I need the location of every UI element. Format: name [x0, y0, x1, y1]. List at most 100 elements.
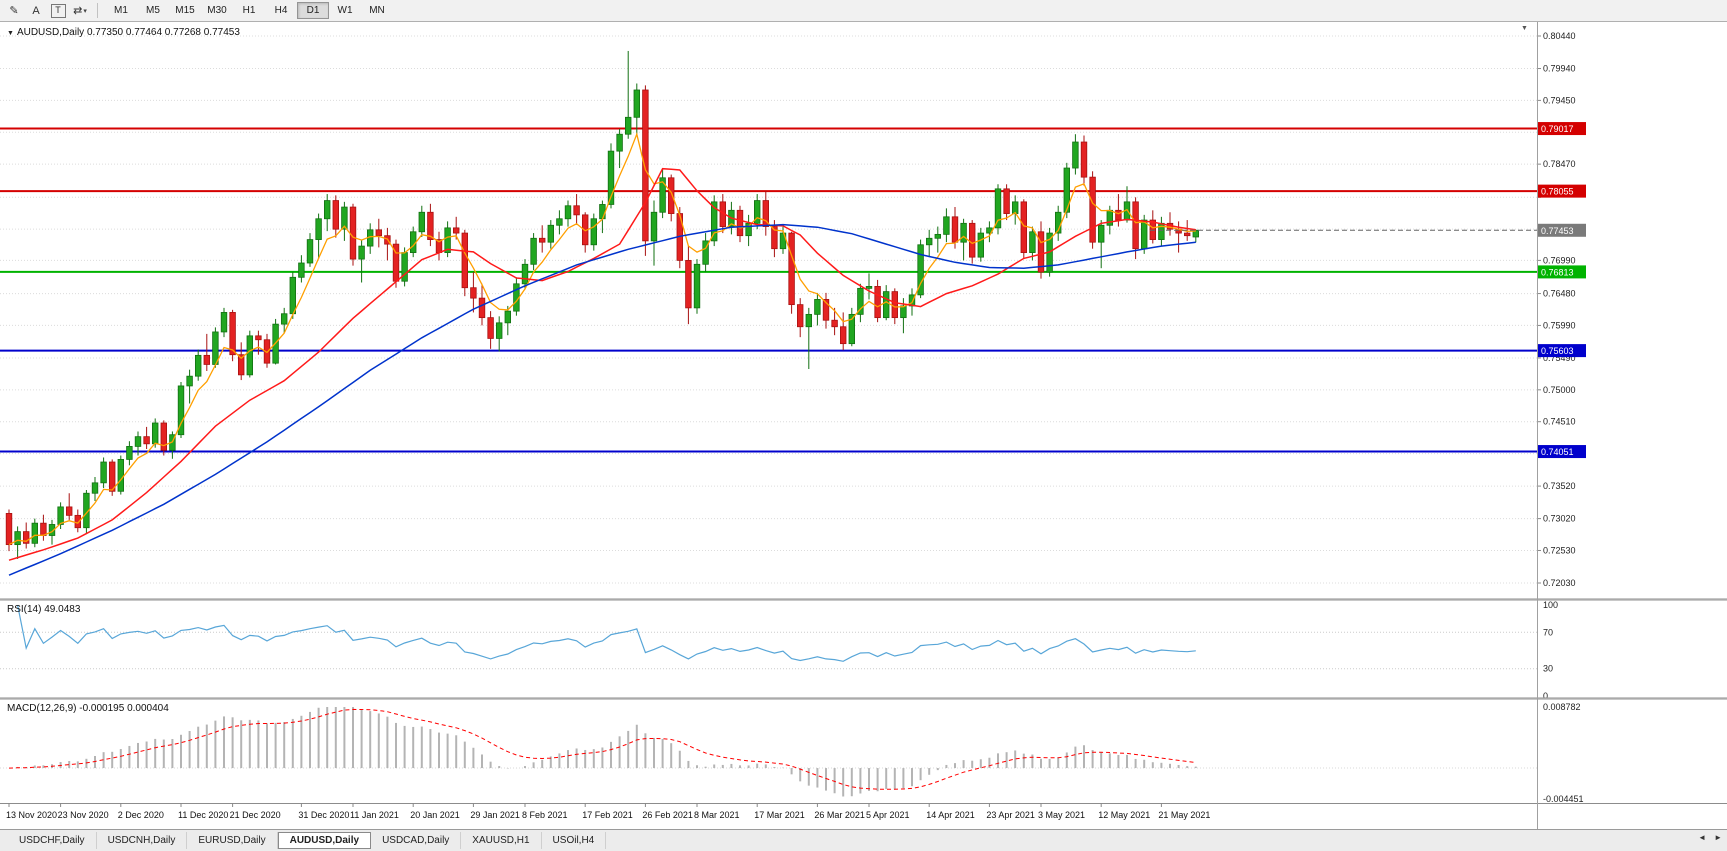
svg-text:8 Mar 2021: 8 Mar 2021 — [694, 810, 740, 820]
chart-symbol-label: AUDUSD,Daily — [16, 27, 85, 38]
cursor-arrows-icon: ⇄ — [73, 5, 83, 17]
svg-text:0.79017: 0.79017 — [1541, 124, 1574, 134]
macd-histogram — [16, 707, 1197, 797]
time-axis — [8, 803, 1162, 807]
svg-text:8 Feb 2021: 8 Feb 2021 — [522, 810, 568, 820]
svg-text:0.75990: 0.75990 — [1543, 320, 1576, 330]
price-grid — [0, 35, 1541, 584]
text-frame-tool-button[interactable]: T — [48, 2, 68, 20]
timeframe-h1-button[interactable]: H1 — [242, 5, 256, 16]
svg-text:29 Jan 2021: 29 Jan 2021 — [470, 810, 520, 820]
chart-corner-arrow-icon[interactable]: ▼ — [1521, 25, 1528, 32]
svg-text:30: 30 — [1543, 664, 1553, 674]
chart-tab-usoil-h4[interactable]: USOil,H4 — [542, 832, 607, 849]
timeframe-mn-button[interactable]: MN — [369, 5, 385, 16]
svg-text:0.75000: 0.75000 — [1543, 385, 1576, 395]
timeframe-m15-button[interactable]: M15 — [175, 5, 195, 16]
svg-text:0.74051: 0.74051 — [1541, 447, 1574, 457]
svg-text:0.73520: 0.73520 — [1543, 481, 1576, 491]
price-tag-0.79017: 0.79017 — [1538, 122, 1586, 136]
svg-text:0.76813: 0.76813 — [1541, 267, 1574, 277]
draw-tool-icon[interactable]: ✎ — [9, 5, 19, 17]
tab-scroll-left-button[interactable]: ◄ — [1698, 833, 1707, 842]
price-tag-0.76813: 0.76813 — [1538, 265, 1586, 279]
chart-ohlc-label: ▼ AUDUSD,Daily 0.77350 0.77464 0.77268 0.… — [7, 27, 240, 38]
svg-text:21 Dec 2020: 21 Dec 2020 — [230, 810, 281, 820]
macd-signal-line — [8, 708, 1196, 790]
svg-text:0.79450: 0.79450 — [1543, 95, 1576, 105]
svg-text:26 Mar 2021: 26 Mar 2021 — [814, 810, 865, 820]
timeframe-h4-button[interactable]: H4 — [274, 5, 288, 16]
svg-text:21 May 2021: 21 May 2021 — [1158, 810, 1210, 820]
svg-text:0.78055: 0.78055 — [1541, 187, 1574, 197]
svg-text:0.73020: 0.73020 — [1543, 514, 1576, 524]
price-tag-0.75603: 0.75603 — [1538, 344, 1586, 358]
svg-text:23 Nov 2020: 23 Nov 2020 — [58, 810, 109, 820]
timeframe-m5-button[interactable]: M5 — [146, 5, 160, 16]
svg-text:0.75490: 0.75490 — [1543, 353, 1576, 363]
chart-tab-eurusd-daily[interactable]: EURUSD,Daily — [187, 832, 278, 849]
price-tag-0.74051: 0.74051 — [1538, 445, 1586, 459]
timeframe-m30-button[interactable]: M30 — [207, 5, 227, 16]
text-label-tool-button[interactable]: A — [32, 4, 40, 17]
chart-ohlc-values: 0.77350 0.77464 0.77268 0.77453 — [86, 27, 240, 38]
chart-tab-usdcad-daily[interactable]: USDCAD,Daily — [371, 832, 462, 849]
svg-text:23 Apr 2021: 23 Apr 2021 — [986, 810, 1035, 820]
svg-text:11 Jan 2021: 11 Jan 2021 — [350, 810, 399, 820]
chart-tab-usdcnh-daily[interactable]: USDCNH,Daily — [97, 832, 188, 849]
svg-text:0.74510: 0.74510 — [1543, 417, 1576, 427]
timeframe-m1-button[interactable]: M1 — [114, 5, 128, 16]
svg-text:5 Apr 2021: 5 Apr 2021 — [866, 810, 910, 820]
svg-text:31 Dec 2020: 31 Dec 2020 — [298, 810, 349, 820]
svg-text:0: 0 — [1543, 691, 1548, 701]
toolbar-separator — [97, 3, 98, 18]
svg-text:0.75603: 0.75603 — [1541, 346, 1574, 356]
chart-canvas[interactable]: 0.80440 0.79940 0.79450 0.78470 0.76990 0.764… — [0, 22, 1727, 829]
svg-text:0.72530: 0.72530 — [1543, 545, 1576, 555]
timeframe-d1-button[interactable]: D1 — [297, 2, 329, 19]
ma-line-ma-fast — [8, 132, 1196, 546]
svg-text:0.72030: 0.72030 — [1543, 578, 1576, 588]
svg-text:26 Feb 2021: 26 Feb 2021 — [642, 810, 693, 820]
svg-text:17 Feb 2021: 17 Feb 2021 — [582, 810, 633, 820]
svg-text:11 Dec 2020: 11 Dec 2020 — [178, 810, 228, 820]
svg-text:13 Nov 2020: 13 Nov 2020 — [6, 810, 57, 820]
chart-tab-bar: USDCHF,Daily USDCNH,Daily EURUSD,Daily AUDU… — [0, 829, 1727, 851]
svg-text:14 Apr 2021: 14 Apr 2021 — [926, 810, 975, 820]
top-toolbar: ✎ A T ⇄ ▾ M1 M5 M15 M30 H1 H4 D1 W1 MN — [0, 0, 1727, 22]
rsi-indicator-label: RSI(14) 49.0483 — [7, 604, 81, 615]
price-tag-0.78055: 0.78055 — [1538, 184, 1586, 198]
chevron-down-icon: ▾ — [83, 7, 87, 15]
svg-text:0.008782: 0.008782 — [1543, 702, 1581, 712]
svg-text:17 Mar 2021: 17 Mar 2021 — [754, 810, 805, 820]
symbol-dropdown-icon[interactable]: ▼ — [7, 30, 14, 37]
svg-text:0.80440: 0.80440 — [1543, 31, 1576, 41]
rsi-panel — [0, 631, 1537, 670]
svg-text:2 Dec 2020: 2 Dec 2020 — [118, 810, 164, 820]
ma-line-ma-medium — [8, 167, 1196, 561]
chart-tab-audusd-daily[interactable]: AUDUSD,Daily — [277, 832, 372, 849]
timeframe-button-group: M1 M5 M15 M30 H1 H4 D1 W1 MN — [105, 2, 393, 19]
svg-text:12 May 2021: 12 May 2021 — [1098, 810, 1150, 820]
svg-text:20 Jan 2021: 20 Jan 2021 — [410, 810, 460, 820]
svg-text:3 May 2021: 3 May 2021 — [1038, 810, 1085, 820]
svg-text:0.77453: 0.77453 — [1541, 226, 1574, 236]
svg-text:0.76480: 0.76480 — [1543, 289, 1576, 299]
svg-text:0.79940: 0.79940 — [1543, 64, 1576, 74]
svg-text:70: 70 — [1543, 627, 1553, 637]
timeframe-w1-button[interactable]: W1 — [337, 5, 353, 16]
macd-indicator-label: MACD(12,26,9) -0.000195 0.000404 — [7, 703, 169, 714]
rsi-line — [17, 604, 1196, 662]
chart-tab-usdchf-daily[interactable]: USDCHF,Daily — [8, 832, 97, 849]
ma-line-ma-slow — [8, 223, 1196, 576]
tab-scroll-right-button[interactable]: ► — [1714, 833, 1722, 842]
tab-scroll-buttons: ◄ ► — [1698, 833, 1722, 842]
chart-tab-xauusd-h1[interactable]: XAUUSD,H1 — [461, 832, 542, 849]
text-frame-icon: T — [50, 3, 66, 18]
svg-text:0.78470: 0.78470 — [1543, 159, 1576, 169]
svg-text:100: 100 — [1543, 600, 1558, 610]
price-tag-0.77453: 0.77453 — [1538, 223, 1586, 237]
svg-text:0.76990: 0.76990 — [1543, 255, 1576, 265]
svg-text:-0.004451: -0.004451 — [1543, 794, 1584, 804]
cursor-mode-button[interactable]: ⇄ ▾ — [70, 2, 90, 20]
